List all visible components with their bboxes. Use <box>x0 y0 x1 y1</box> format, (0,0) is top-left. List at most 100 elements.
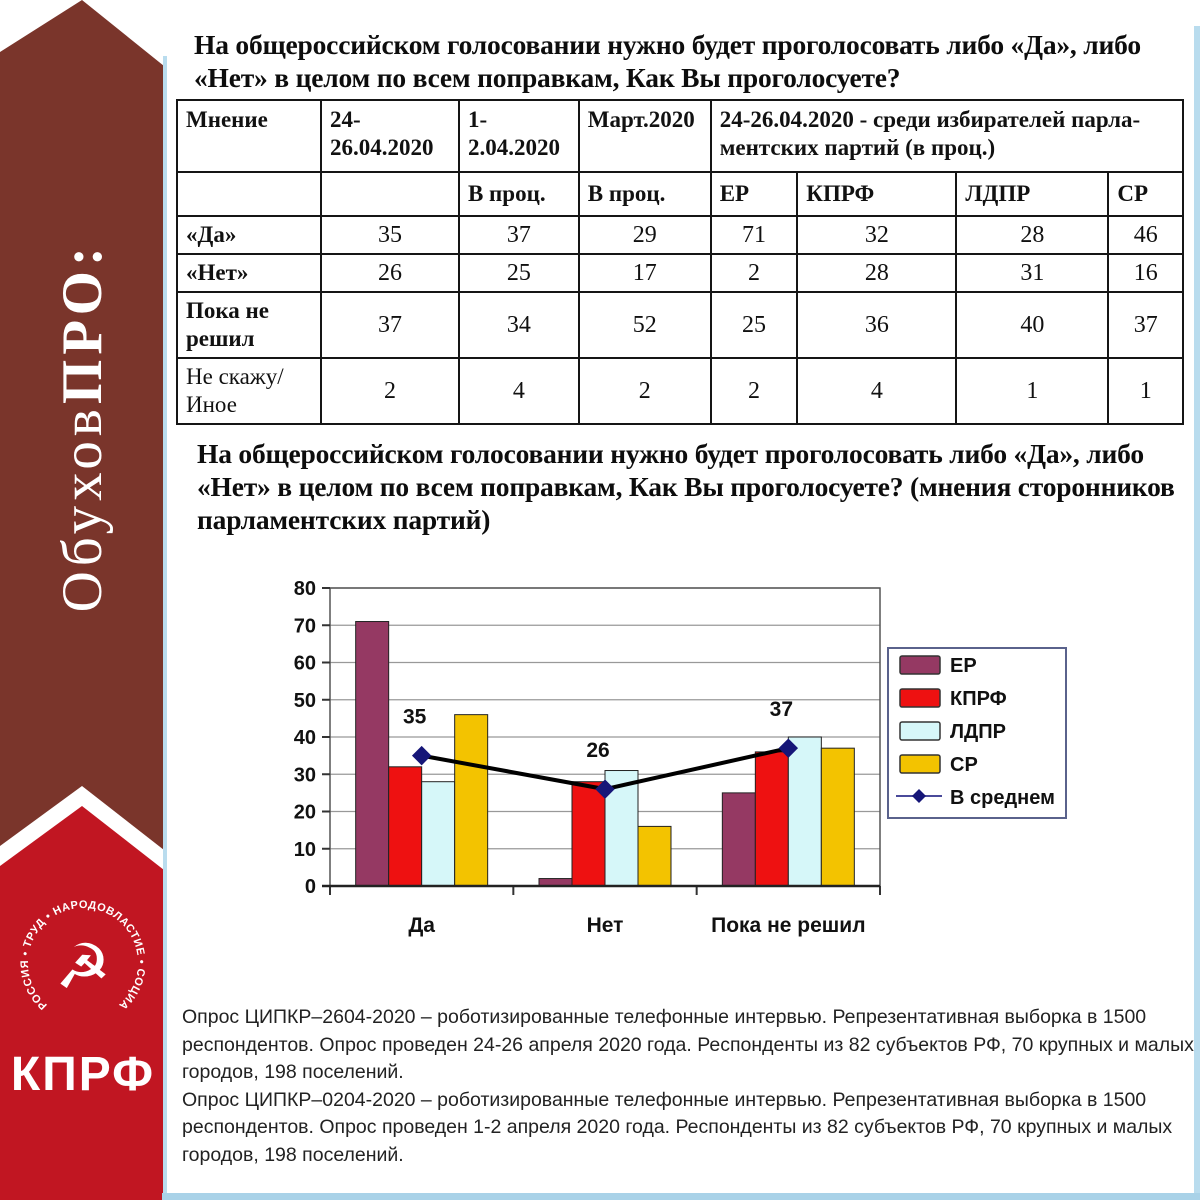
sidebar-separator <box>163 56 167 1193</box>
row-label: Пока не решил <box>176 291 322 359</box>
bar-СР <box>454 714 489 887</box>
survey-notes: Опрос ЦИПКР–2604-2020 – роботизированные… <box>182 1004 1196 1169</box>
header-cell: 24-26.04.2020 - среди избирателей парла-… <box>709 99 1185 173</box>
value-cell: 36 <box>796 291 958 359</box>
bar-КПРФ <box>754 751 789 887</box>
table-row: Не скажу/ Иное 2 4 2 2 4 1 1 <box>176 357 1184 425</box>
x-category-label: Пока не решил <box>711 914 865 937</box>
red-chevron-shape <box>0 806 164 1200</box>
poll-table: Мнение 24- 26.04.2020 1- 2.04.2020 Март.202… <box>176 99 1185 425</box>
x-category-label: Да <box>408 914 435 937</box>
value-cell: 52 <box>577 291 712 359</box>
header-cell: 1- 2.04.2020 <box>457 99 580 173</box>
sidebar-graphics: РОССИЯ • ТРУД • НАРОДОВЛАСТИЕ • СОЦИАЛИЗ… <box>0 0 164 1200</box>
bar-СР <box>637 825 672 887</box>
legend-swatch-ЛДПР <box>899 721 941 741</box>
row-label: «Да» <box>176 215 322 255</box>
legend-label: КПРФ <box>950 688 1007 710</box>
value-cell: 2 <box>709 253 799 293</box>
chart-title: На общероссийском голосовании нужно буде… <box>197 438 1175 535</box>
maroon-banner-shape <box>0 0 164 850</box>
chart-canvas: 0 10 20 30 40 50 60 70 80 Да Нет Пока не решил 35 26 3… <box>294 578 1067 937</box>
poll-chart: 0 10 20 30 40 50 60 70 80 Да Нет Пока не решил 35 26 3… <box>268 563 1088 963</box>
legend-label: В среднем <box>950 787 1055 809</box>
diamond-marker <box>595 779 615 799</box>
legend-label: СР <box>950 754 978 776</box>
value-cell: 1 <box>1107 357 1184 425</box>
legend-label: ЕР <box>950 655 977 677</box>
bar-КПРФ <box>571 781 606 887</box>
header-cell: Март.2020 <box>577 99 712 173</box>
value-cell: 35 <box>319 215 460 255</box>
diamond-marker <box>411 745 432 766</box>
table-row: «Нет» 26 25 17 2 28 31 16 <box>176 253 1184 293</box>
hammer-sickle-icon: ☭ <box>55 930 111 1003</box>
bar-ЛДПР <box>787 736 822 887</box>
value-cell: 2 <box>577 357 712 425</box>
legend-swatch-КПРФ <box>899 688 941 708</box>
value-cell: 71 <box>709 215 799 255</box>
line-value-label: 37 <box>770 698 793 721</box>
value-cell: 40 <box>955 291 1110 359</box>
value-cell: 37 <box>457 215 580 255</box>
diamond-marker <box>778 738 799 758</box>
y-tick-label: 40 <box>294 727 316 749</box>
header-cell <box>319 171 460 217</box>
value-cell: 25 <box>457 253 580 293</box>
header-cell: В проц. <box>457 171 580 217</box>
value-cell: 37 <box>319 291 460 359</box>
header-cell: В проц. <box>577 171 712 217</box>
header-cell: КПРФ <box>796 171 958 217</box>
y-tick-label: 10 <box>294 839 316 861</box>
row-label: «Нет» <box>176 253 322 293</box>
line-value-label: 35 <box>403 706 427 729</box>
bar-ЕР <box>721 792 756 887</box>
frame-bottom-strip <box>162 1193 1200 1200</box>
y-tick-label: 50 <box>294 690 316 712</box>
header-cell: 24- 26.04.2020 <box>319 99 460 173</box>
bar-ЛДПР <box>421 781 456 887</box>
value-cell: 17 <box>577 253 712 293</box>
value-cell: 4 <box>457 357 580 425</box>
bar-ЕР <box>355 621 390 887</box>
value-cell: 16 <box>1107 253 1184 293</box>
x-category-label: Нет <box>587 914 624 937</box>
header-cell: ЛДПР <box>955 171 1110 217</box>
header-cell: СР <box>1107 171 1184 217</box>
sidebar: РОССИЯ • ТРУД • НАРОДОВЛАСТИЕ • СОЦИАЛИЗ… <box>0 0 164 1200</box>
legend-swatch-ЕР <box>899 655 941 675</box>
value-cell: 4 <box>796 357 958 425</box>
line-value-label: 26 <box>586 739 609 762</box>
value-cell: 31 <box>955 253 1110 293</box>
logo-party-name: КПРФ <box>11 1048 155 1101</box>
y-tick-label: 60 <box>294 653 316 675</box>
row-label: Не скажу/ Иное <box>176 357 322 425</box>
table-row: Пока не решил 37 34 52 25 36 40 37 <box>176 291 1184 359</box>
header-cell: ЕР <box>709 171 799 217</box>
y-tick-label: 20 <box>294 802 316 824</box>
legend-swatch-СР <box>899 754 941 774</box>
value-cell: 2 <box>709 357 799 425</box>
bar-СР <box>820 747 855 887</box>
y-tick-label: 70 <box>294 615 316 637</box>
legend-label: ЛДПР <box>950 721 1006 743</box>
value-cell: 1 <box>955 357 1110 425</box>
value-cell: 29 <box>577 215 712 255</box>
survey-note-1: Опрос ЦИПКР–2604-2020 – роботизированные… <box>182 1006 1194 1083</box>
y-tick-label: 30 <box>294 764 316 786</box>
header-cell <box>176 171 322 217</box>
table-row: «Да» 35 37 29 71 32 28 46 <box>176 215 1184 255</box>
value-cell: 25 <box>709 291 799 359</box>
value-cell: 46 <box>1107 215 1184 255</box>
value-cell: 37 <box>1107 291 1184 359</box>
legend-diamond <box>912 789 926 803</box>
frame-right-strip <box>1194 26 1200 1200</box>
value-cell: 26 <box>319 253 460 293</box>
value-cell: 34 <box>457 291 580 359</box>
y-tick-label: 80 <box>294 578 316 600</box>
value-cell: 2 <box>319 357 460 425</box>
value-cell: 32 <box>796 215 958 255</box>
survey-note-2: Опрос ЦИПКР–0204-2020 – роботизированные… <box>182 1088 1173 1166</box>
y-tick-label: 0 <box>305 876 316 898</box>
